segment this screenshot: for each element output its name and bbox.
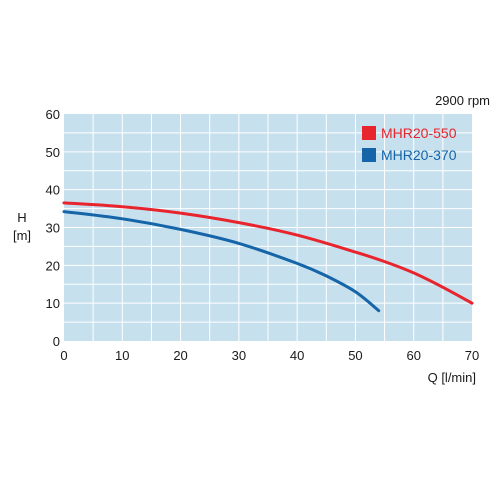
y-tick-label: 40 bbox=[46, 183, 60, 198]
series-line-mhr20-550 bbox=[62, 201, 474, 305]
x-tick-label: 50 bbox=[348, 348, 362, 363]
x-tick-label: 40 bbox=[290, 348, 304, 363]
y-tick-label: 30 bbox=[46, 221, 60, 236]
x-tick-label: 60 bbox=[406, 348, 420, 363]
x-tick-label: 30 bbox=[232, 348, 246, 363]
x-tick-label: 70 bbox=[465, 348, 479, 363]
legend-label: MHR20-550 bbox=[381, 125, 457, 141]
y-axis-ticks: 0 10 20 30 40 50 60 bbox=[46, 107, 60, 349]
y-tick-label: 60 bbox=[46, 107, 60, 122]
y-axis-label-symbol: H bbox=[17, 210, 26, 225]
x-axis-label: Q [l/min] bbox=[428, 370, 476, 385]
y-axis-label-unit: [m] bbox=[13, 228, 31, 243]
series-line-mhr20-370 bbox=[62, 210, 381, 313]
x-tick-label: 20 bbox=[173, 348, 187, 363]
x-tick-label: 0 bbox=[60, 348, 67, 363]
y-tick-label: 50 bbox=[46, 145, 60, 160]
legend: MHR20-550 MHR20-370 bbox=[362, 125, 457, 163]
legend-swatch bbox=[362, 148, 376, 162]
series-curves bbox=[62, 201, 474, 313]
legend-swatch bbox=[362, 126, 376, 140]
x-tick-label: 10 bbox=[115, 348, 129, 363]
x-axis-ticks: 0 10 20 30 40 50 60 70 bbox=[60, 348, 479, 363]
y-tick-label: 0 bbox=[53, 334, 60, 349]
y-tick-label: 10 bbox=[46, 296, 60, 311]
y-tick-label: 20 bbox=[46, 258, 60, 273]
grid-lines bbox=[64, 114, 472, 341]
rpm-annotation: 2900 rpm bbox=[435, 93, 490, 108]
legend-label: MHR20-370 bbox=[381, 147, 457, 163]
